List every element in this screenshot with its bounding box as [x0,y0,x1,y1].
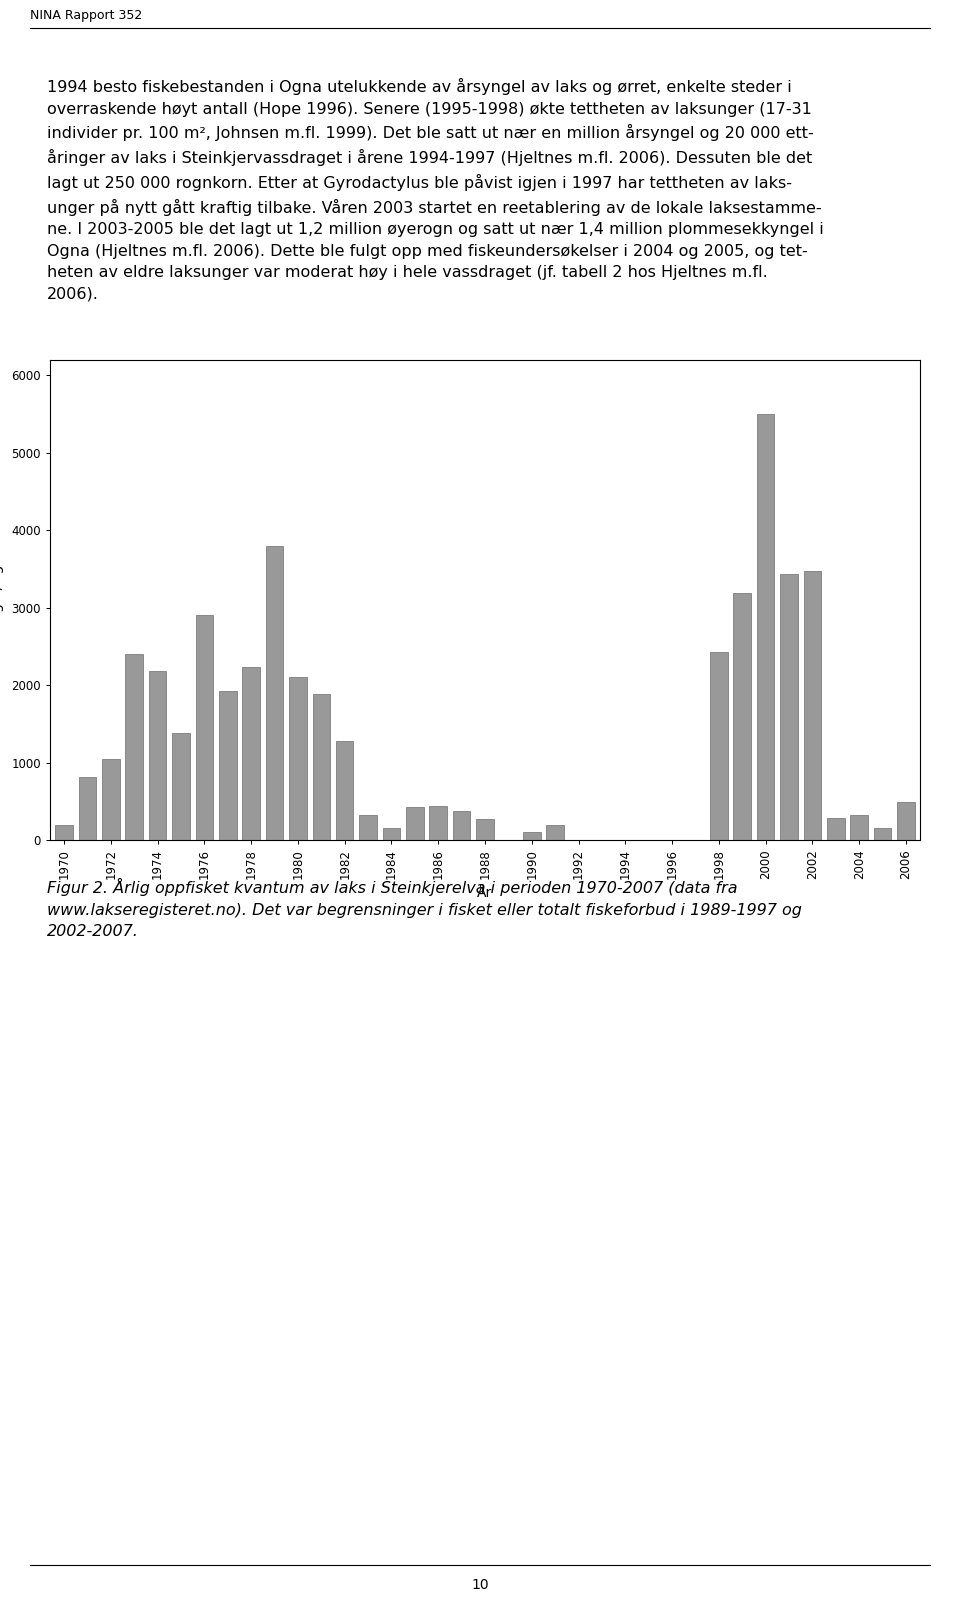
Bar [219,691,236,840]
Bar [429,806,447,840]
Bar [126,654,143,840]
Bar [898,802,915,840]
Bar [780,574,798,840]
Bar [851,816,868,840]
Bar [453,811,470,840]
Bar [102,758,120,840]
Bar [406,806,423,840]
Bar [874,829,891,840]
Bar [242,667,260,840]
Bar [79,776,96,840]
Bar [383,829,400,840]
Bar [149,672,166,840]
Bar [336,741,353,840]
Text: NINA Rapport 352: NINA Rapport 352 [30,10,142,22]
Bar [289,678,306,840]
Bar [266,545,283,840]
Y-axis label: Fangst, kg: Fangst, kg [0,564,5,636]
Bar [523,832,540,840]
Bar [756,414,775,840]
Bar [733,593,751,840]
Bar [546,824,564,840]
Bar [313,694,330,840]
Bar [804,571,821,840]
Bar [827,818,845,840]
Bar [710,652,728,840]
Bar [359,816,377,840]
Text: Figur 2. Årlig oppfisket kvantum av laks i Steinkjerelva i perioden 1970-2007 (d: Figur 2. Årlig oppfisket kvantum av laks… [47,878,802,939]
Bar [172,733,190,840]
Text: 1994 besto fiskebestanden i Ogna utelukkende av årsyngel av laks og ørret, enkel: 1994 besto fiskebestanden i Ogna utelukk… [47,79,824,301]
Bar [56,824,73,840]
Bar [476,819,493,840]
Text: 10: 10 [471,1577,489,1592]
X-axis label: År: År [477,886,492,899]
Bar [196,616,213,840]
